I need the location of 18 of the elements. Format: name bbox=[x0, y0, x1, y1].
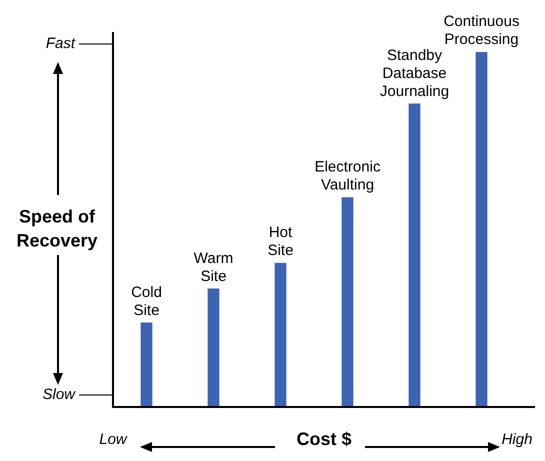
bar bbox=[408, 104, 420, 407]
y-axis-title: Speed of Recovery bbox=[16, 206, 98, 250]
x-axis-title: Cost $ bbox=[296, 428, 352, 449]
bar bbox=[140, 322, 152, 407]
x-tick-label: Continuous Processing bbox=[444, 13, 520, 48]
text: Fast bbox=[46, 35, 76, 52]
x-tick-label: Warm Site bbox=[194, 250, 234, 285]
bar bbox=[342, 197, 354, 407]
x-tick-label: Electronic Vaulting bbox=[314, 158, 381, 194]
x-tick-label: Hot Site bbox=[268, 224, 294, 260]
bar bbox=[476, 52, 488, 407]
text: Slow bbox=[42, 386, 76, 404]
text: Low bbox=[99, 431, 128, 448]
x-tick-label: Standby Database Journaling bbox=[380, 46, 450, 100]
x-tick-label: Cold Site bbox=[131, 284, 162, 319]
bar bbox=[208, 288, 220, 407]
text: High bbox=[502, 431, 532, 448]
bar bbox=[274, 262, 286, 407]
